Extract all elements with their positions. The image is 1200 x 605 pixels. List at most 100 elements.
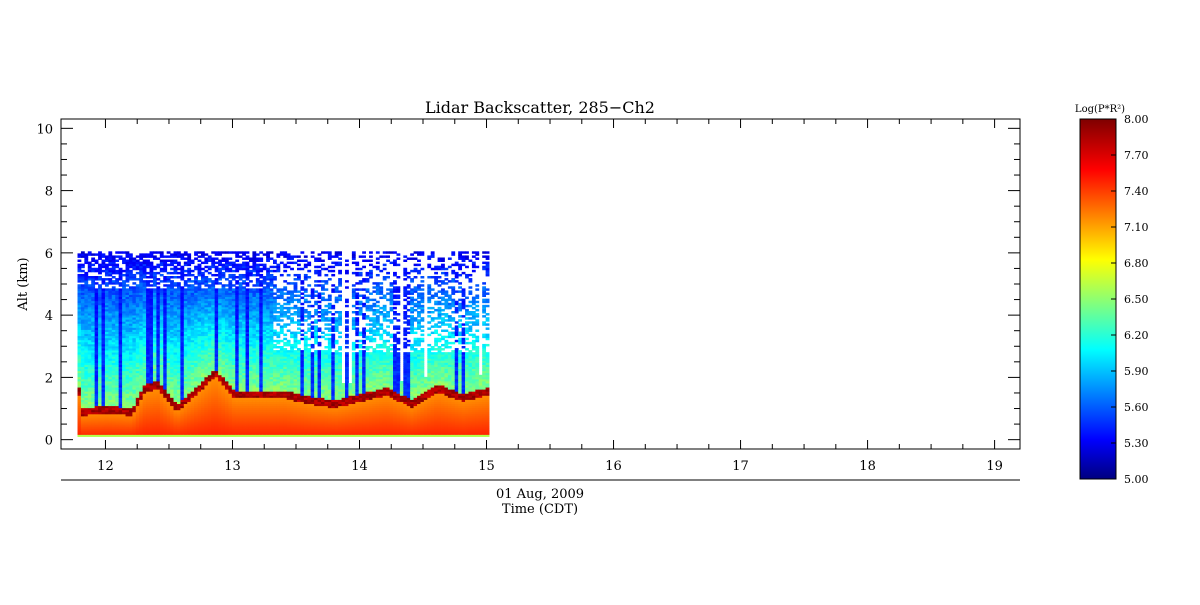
heatmap-cell xyxy=(98,374,102,378)
heatmap-cell xyxy=(163,397,168,400)
heatmap-cell xyxy=(197,273,202,277)
heatmap-cell xyxy=(180,413,185,417)
heatmap-cell xyxy=(122,317,126,320)
heatmap-cell xyxy=(125,360,130,363)
heatmap-cell xyxy=(218,267,222,271)
heatmap-cell xyxy=(98,395,102,398)
heatmap-cell xyxy=(190,354,195,357)
heatmap-cell xyxy=(204,306,209,310)
heatmap-cell xyxy=(108,364,113,367)
heatmap-cell xyxy=(238,284,243,287)
heatmap-cell xyxy=(132,405,137,409)
heatmap-cell xyxy=(279,418,284,421)
heatmap-cell xyxy=(242,294,246,297)
heatmap-cell xyxy=(204,343,209,347)
heatmap-cell xyxy=(77,317,82,320)
heatmap-cell xyxy=(125,273,130,277)
heatmap-cell xyxy=(170,364,174,367)
heatmap-cell xyxy=(221,352,226,355)
heatmap-cell xyxy=(269,360,274,363)
heatmap-cell xyxy=(98,317,102,320)
heatmap-cell xyxy=(91,399,96,402)
heatmap-cell xyxy=(228,292,233,295)
heatmap-cell xyxy=(221,329,226,332)
heatmap-cell xyxy=(238,321,243,324)
heatmap-cell xyxy=(101,358,106,361)
heatmap-cell xyxy=(269,302,274,306)
heatmap-cell xyxy=(183,348,188,351)
heatmap-cell xyxy=(218,259,222,262)
heatmap-cell xyxy=(98,339,102,343)
heatmap-cell xyxy=(101,288,106,291)
heatmap-cell xyxy=(238,354,243,357)
heatmap-cell xyxy=(139,325,144,328)
heatmap-cell xyxy=(262,280,267,283)
heatmap-cell xyxy=(228,409,233,413)
heatmap-cell xyxy=(200,391,205,394)
heatmap-cell xyxy=(142,286,147,289)
heatmap-cell xyxy=(98,409,102,413)
heatmap-cell xyxy=(255,333,260,337)
heatmap-cell xyxy=(128,311,133,314)
heatmap-cell xyxy=(94,420,99,423)
heatmap-cell xyxy=(104,308,109,312)
heatmap-cell xyxy=(269,345,274,349)
heatmap-cell xyxy=(231,432,236,435)
heatmap-cell xyxy=(248,422,253,425)
heatmap-cell xyxy=(200,385,205,388)
heatmap-cell xyxy=(221,286,226,289)
heatmap-cell xyxy=(152,317,157,320)
heatmap-cell xyxy=(207,411,212,415)
heatmap-cell xyxy=(84,424,89,427)
heatmap-cell xyxy=(211,325,216,328)
heatmap-cell xyxy=(87,428,92,431)
heatmap-cell xyxy=(173,405,178,409)
heatmap-cell xyxy=(262,407,267,411)
heatmap-cell xyxy=(242,407,246,411)
heatmap-cell xyxy=(204,378,209,382)
heatmap-cell xyxy=(104,257,109,260)
heatmap-cell xyxy=(242,352,246,355)
heatmap-cell xyxy=(194,302,198,306)
heatmap-cell xyxy=(197,263,202,267)
heatmap-cell xyxy=(218,276,222,279)
heatmap-cell xyxy=(266,311,270,314)
heatmap-cell xyxy=(238,331,243,335)
heatmap-cell xyxy=(255,278,260,281)
heatmap-cell xyxy=(142,311,147,314)
heatmap-cell xyxy=(98,350,102,353)
heatmap-cell xyxy=(248,298,253,302)
heatmap-cell xyxy=(224,327,229,330)
heatmap-cell xyxy=(91,378,96,382)
heatmap-cell xyxy=(231,290,236,293)
heatmap-cell xyxy=(279,368,284,372)
heatmap-cell xyxy=(259,399,264,402)
heatmap-cell xyxy=(197,362,202,365)
heatmap-cell xyxy=(156,350,161,353)
heatmap-cell xyxy=(166,337,171,341)
heatmap-cell xyxy=(238,411,243,415)
heatmap-cell xyxy=(163,304,168,308)
heatmap-cell xyxy=(248,415,253,419)
heatmap-cell xyxy=(80,420,85,423)
heatmap-cell xyxy=(190,337,195,341)
heatmap-cell xyxy=(156,331,161,335)
heatmap-cell xyxy=(231,343,236,347)
heatmap-cell xyxy=(224,333,229,337)
heatmap-cell xyxy=(98,391,102,394)
heatmap-cell xyxy=(190,372,195,376)
heatmap-cell xyxy=(221,313,226,316)
heatmap-cell xyxy=(77,294,82,297)
heatmap-cell xyxy=(163,428,168,431)
heatmap-cell xyxy=(266,290,270,293)
heatmap-cell xyxy=(235,286,240,289)
heatmap-cell xyxy=(207,360,212,363)
heatmap-cell xyxy=(128,432,133,435)
heatmap-cell xyxy=(221,319,226,322)
heatmap-cell xyxy=(142,358,147,361)
heatmap-cell xyxy=(197,372,202,376)
heatmap-cell xyxy=(80,335,85,339)
heatmap-cell xyxy=(77,348,82,351)
heatmap-cell xyxy=(238,383,243,386)
heatmap-cell xyxy=(149,263,154,267)
